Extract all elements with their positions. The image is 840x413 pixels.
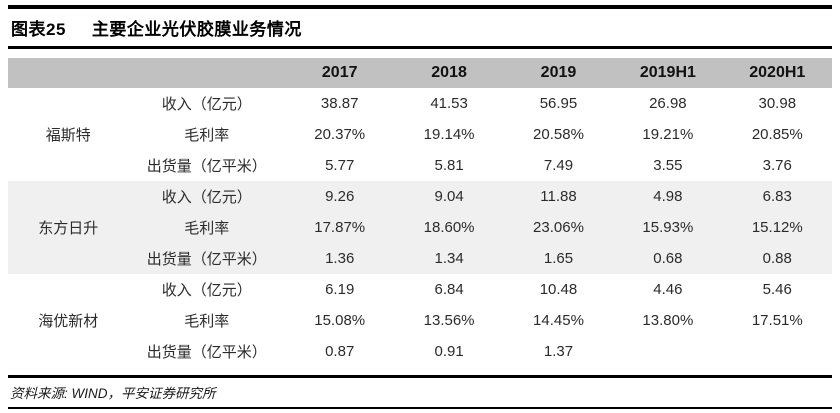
value-cell: 17.51% [751,312,803,329]
value-cell: 15.93% [613,212,723,243]
footer-top-divider [8,375,832,378]
value-cell: 0.88 [722,243,832,274]
table-row: 出货量（亿平米） 1.36 1.34 1.65 0.68 0.88 [8,243,832,274]
value-cell: 13.80% [642,312,694,329]
figure-label: 图表25 [11,20,66,39]
value-cell [723,336,832,367]
value-cell: 19.14% [423,126,475,143]
value-cell: 56.95 [539,95,578,112]
table-row: 出货量（亿平米） 0.87 0.91 1.37 [8,336,832,367]
title-divider [8,46,832,49]
value-cell: 14.45% [533,312,584,329]
footer-bottom-divider [8,407,832,409]
value-cell: 9.26 [285,181,395,212]
value-cell: 41.53 [430,95,468,112]
metric-label: 毛利率 [184,127,230,144]
value-cell: 1.36 [285,243,395,274]
figure-footer: 资料来源: WIND，平安证券研究所 [8,375,832,409]
value-cell: 5.46 [762,281,792,298]
metric-label: 收入（亿元） [161,282,252,299]
table-row: 福斯特 收入（亿元） 38.87 41.53 56.95 26.98 30.98 [8,88,832,144]
company-name: 东方日升 [8,181,129,274]
year-header: 2019 [503,58,614,88]
source-note: 资料来源: WIND，平安证券研究所 [10,386,216,401]
metric-label: 毛利率 [184,313,230,330]
company-column-header [8,58,129,88]
value-cell: 15.12% [722,212,832,243]
value-cell: 3.55 [653,157,683,174]
table-row: 毛利率 17.87% 18.60% 23.06% 15.93% 15.12% [8,212,832,243]
value-cell: 1.34 [394,243,504,274]
top-divider [8,5,832,9]
value-cell: 6.19 [325,281,355,298]
value-cell: 6.83 [722,181,832,212]
metric-label: 出货量（亿平米） [146,344,267,361]
table-header-row: 2017 2018 2019 2019H1 2020H1 [8,58,832,88]
value-cell: 30.98 [758,95,797,112]
page-title: 主要企业光伏胶膜业务情况 [91,20,302,39]
metric-label: 毛利率 [128,212,285,243]
value-cell: 1.65 [503,243,614,274]
year-header: 2020H1 [722,58,832,88]
value-cell: 5.81 [434,157,464,174]
table-row: 出货量（亿平米） 5.77 5.81 7.49 3.55 3.76 [8,150,832,181]
company-name: 福斯特 [45,127,91,144]
year-header: 2017 [285,58,395,88]
value-cell: 0.87 [325,343,355,360]
value-cell: 0.91 [434,343,464,360]
value-cell: 23.06% [503,212,614,243]
value-cell: 6.84 [434,281,464,298]
metric-label: 收入（亿元） [161,96,252,113]
value-cell: 5.77 [325,157,355,174]
value-cell: 17.87% [285,212,395,243]
value-cell: 15.08% [314,312,366,329]
value-cell: 20.85% [751,126,803,143]
value-cell: 7.49 [543,157,574,174]
year-header: 2019H1 [613,58,723,88]
company-name: 海优新材 [38,313,99,330]
value-cell [613,336,722,367]
table-row: 毛利率 20.37% 19.14% 20.58% 19.21% 20.85% [8,119,832,150]
value-cell: 10.48 [539,281,578,298]
value-cell: 26.98 [649,95,687,112]
year-header: 2018 [394,58,504,88]
table-row: 毛利率 15.08% 13.56% 14.45% 13.80% 17.51% [8,305,832,336]
table-row: 东方日升 收入（亿元） 9.26 9.04 11.88 4.98 6.83 [8,181,832,274]
pv-film-business-table: 2017 2018 2019 2019H1 2020H1 福斯特 收入（亿元） … [8,58,832,367]
value-cell: 4.46 [653,281,683,298]
value-cell: 1.37 [543,343,574,360]
value-cell: 38.87 [320,95,359,112]
value-cell: 4.98 [613,181,723,212]
value-cell: 13.56% [423,312,475,329]
value-cell: 9.04 [394,181,504,212]
value-cell: 3.76 [762,157,792,174]
value-cell: 11.88 [503,181,614,212]
value-cell: 19.21% [642,126,694,143]
metric-label: 出货量（亿平米） [146,158,267,175]
figure-title-row: 图表25 主要企业光伏胶膜业务情况 [8,9,832,46]
metric-label: 收入（亿元） [128,181,285,212]
metric-label: 出货量（亿平米） [128,243,285,274]
value-cell: 20.37% [314,126,366,143]
metric-column-header [128,58,285,88]
value-cell: 0.68 [613,243,723,274]
value-cell: 18.60% [394,212,504,243]
table-row: 海优新材 收入（亿元） 6.19 6.84 10.48 4.46 5.46 [8,274,832,330]
value-cell: 20.58% [533,126,584,143]
